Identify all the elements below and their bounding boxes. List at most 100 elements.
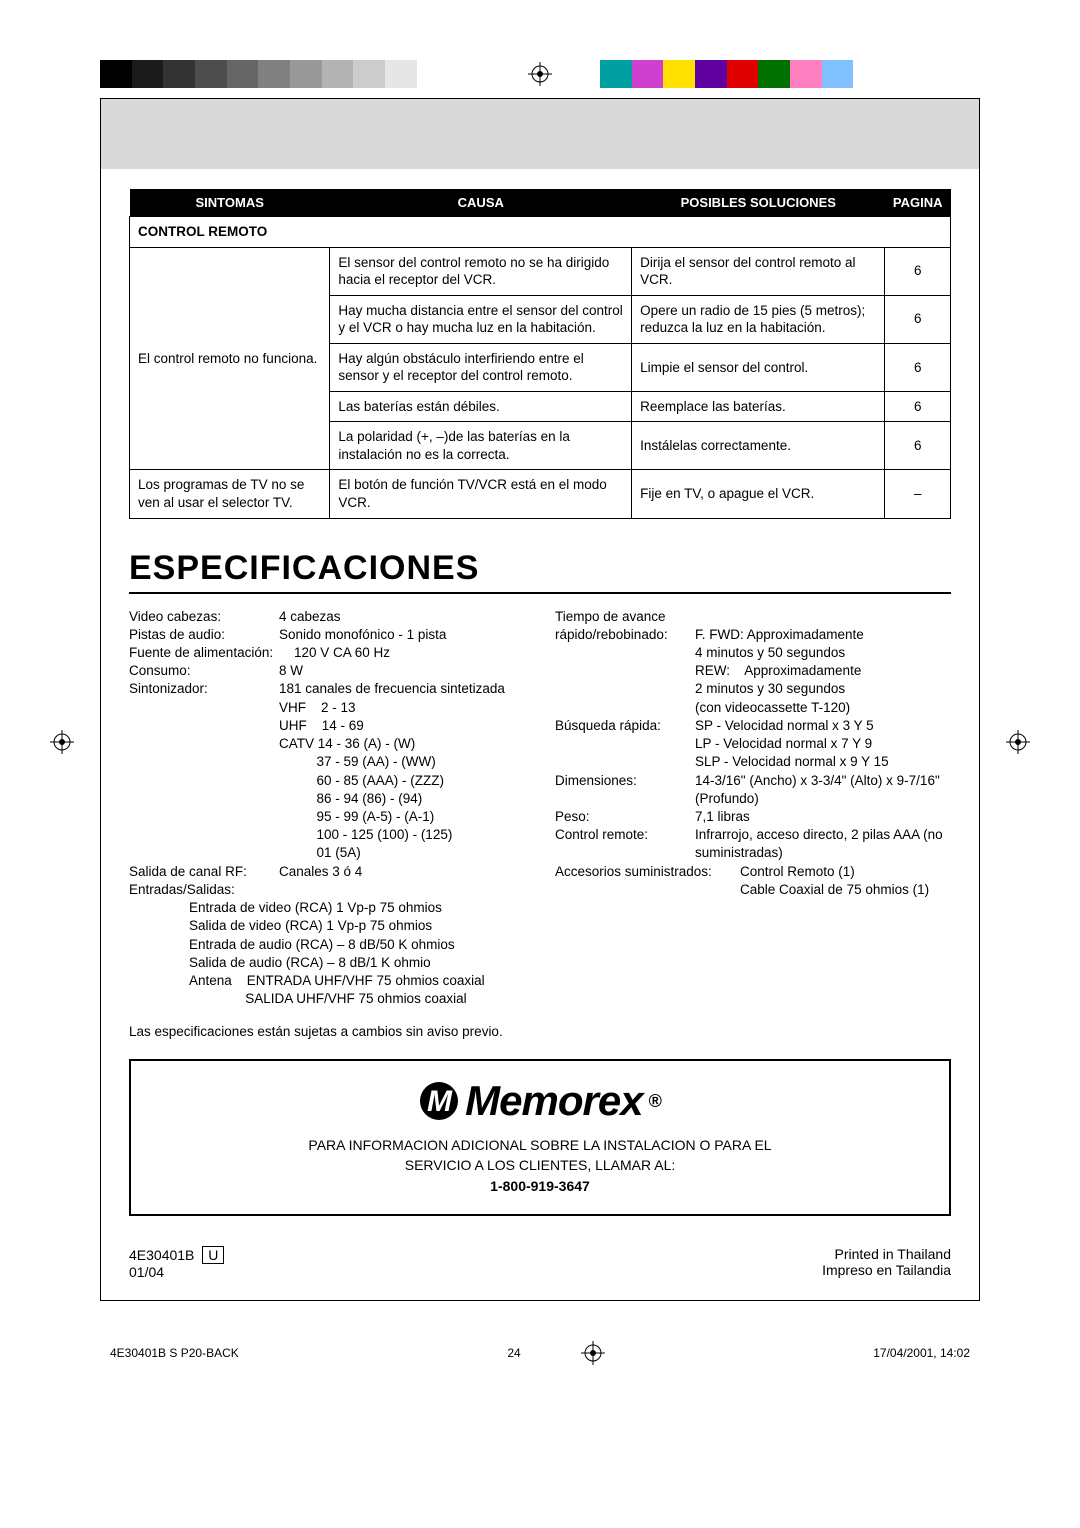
print-footer: 4E30401B S P20-BACK 24 17/04/2001, 14:02 (100, 1341, 980, 1365)
specs-columns: Video cabezas:4 cabezas Pistas de audio:… (129, 608, 951, 1009)
cell-pagina: – (885, 470, 951, 518)
brand-logo: M Memorex ® (419, 1077, 661, 1125)
cell-sintoma: Los programas de TV no se ven al usar el… (130, 470, 330, 518)
spec-line: Salida de audio (RCA) – 8 dB/1 K ohmio (189, 954, 525, 972)
doc-code-letter: U (202, 1246, 224, 1264)
print-footer-left: 4E30401B S P20-BACK (110, 1346, 239, 1360)
cell-solucion: Opere un radio de 15 pies (5 metros); re… (632, 295, 885, 343)
specs-col-right: Tiempo de avance rápido/rebobinado:F. FW… (555, 608, 951, 1009)
doc-footer: 4E30401B U 01/04 Printed in Thailand Imp… (129, 1246, 951, 1280)
spec-line: F. FWD: Approximadamente (695, 626, 951, 644)
registration-mark-right (1006, 730, 1030, 754)
spec-val: 14-3/16" (Ancho) x 3-3/4" (Alto) x 9-7/1… (695, 772, 951, 808)
cell-pagina: 6 (885, 295, 951, 343)
spec-line: 01 (5A) (279, 844, 525, 862)
table-row: Los programas de TV no se ven al usar el… (130, 470, 951, 518)
cell-causa: La polaridad (+, –)de las baterías en la… (330, 422, 632, 470)
registered-icon: ® (649, 1091, 661, 1112)
spec-val: 181 canales de frecuencia sintetizada (279, 680, 525, 698)
spec-val: 4 cabezas (279, 608, 525, 626)
brand-box: M Memorex ® PARA INFORMACION ADICIONAL SO… (129, 1059, 951, 1215)
cell-solucion: Fije en TV, o apague el VCR. (632, 470, 885, 518)
registration-mark-bottom (581, 1341, 605, 1365)
cell-causa: Hay algún obstáculo interfiriendo entre … (330, 343, 632, 391)
cell-causa: Hay mucha distancia entre el sensor del … (330, 295, 632, 343)
page-number: 24 (507, 1346, 520, 1360)
spec-label: Consumo: (129, 662, 279, 680)
spec-line: SLP - Velocidad normal x 9 Y 15 (695, 753, 951, 771)
brand-phone: 1-800-919-3647 (151, 1178, 929, 1194)
spec-line: REW: Approximadamente (695, 662, 951, 680)
cell-causa: El sensor del control remoto no se ha di… (330, 247, 632, 295)
specs-divider (129, 592, 951, 594)
spec-line: 95 - 99 (A-5) - (A-1) (279, 808, 525, 826)
spec-line: Entrada de audio (RCA) – 8 dB/50 K ohmio… (189, 936, 525, 954)
cell-causa: El botón de función TV/VCR está en el mo… (330, 470, 632, 518)
cell-solucion: Limpie el sensor del control. (632, 343, 885, 391)
spec-line: VHF 2 - 13 (279, 699, 525, 717)
brand-name: Memorex (465, 1077, 642, 1125)
brand-info-line: SERVICIO A LOS CLIENTES, LLAMAR AL: (151, 1156, 929, 1176)
spec-line: Control Remoto (1) (740, 863, 951, 881)
color-bars (600, 60, 980, 88)
spec-val: 7,1 libras (695, 808, 951, 826)
cell-solucion: Instálelas correctamente. (632, 422, 885, 470)
th-pagina: PAGINA (885, 189, 951, 217)
accessories-list: Control Remoto (1)Cable Coaxial de 75 oh… (740, 863, 951, 899)
spec-val: Infrarrojo, acceso directo, 2 pilas AAA … (695, 826, 951, 862)
print-footer-right: 17/04/2001, 14:02 (873, 1346, 970, 1360)
spec-label: Fuente de alimentación: (129, 644, 294, 662)
th-sintomas: SINTOMAS (130, 189, 330, 217)
spec-line: Salida de video (RCA) 1 Vp-p 75 ohmios (189, 917, 525, 935)
spec-label: Control remote: (555, 826, 695, 862)
specs-col-left: Video cabezas:4 cabezas Pistas de audio:… (129, 608, 525, 1009)
table-section-header: CONTROL REMOTO (130, 217, 951, 248)
spec-label: Entradas/Salidas: (129, 881, 525, 899)
spec-line: (con videocassette T-120) (695, 699, 951, 717)
spec-line: 2 minutos y 30 segundos (695, 680, 951, 698)
content-frame: SINTOMAS CAUSA POSIBLES SOLUCIONES PAGIN… (100, 98, 980, 1301)
spec-line: SP - Velocidad normal x 3 Y 5 (695, 717, 951, 735)
io-list: Entrada de video (RCA) 1 Vp-p 75 ohmiosS… (189, 899, 525, 1008)
search-speed-list: SP - Velocidad normal x 3 Y 5LP - Veloci… (695, 717, 951, 772)
troubleshooting-table: SINTOMAS CAUSA POSIBLES SOLUCIONES PAGIN… (129, 189, 951, 519)
tuner-channels-list: VHF 2 - 13UHF 14 - 69CATV 14 - 36 (A) - … (279, 699, 525, 863)
doc-date: 01/04 (129, 1264, 224, 1280)
spec-line: Entrada de video (RCA) 1 Vp-p 75 ohmios (189, 899, 525, 917)
specs-heading: ESPECIFICACIONES (129, 549, 951, 588)
spec-label: Salida de canal RF: (129, 863, 279, 881)
th-causa: CAUSA (330, 189, 632, 217)
header-gray-band (101, 99, 979, 169)
specs-footnote: Las especificaciones están sujetas a cam… (129, 1024, 951, 1039)
cell-solucion: Dirija el sensor del control remoto al V… (632, 247, 885, 295)
spec-label: Video cabezas: (129, 608, 279, 626)
registration-mark-top (528, 62, 552, 86)
spec-line: CATV 14 - 36 (A) - (W) (279, 735, 525, 753)
fastforward-rewind-times: F. FWD: Approximadamente4 minutos y 50 s… (695, 626, 951, 717)
spec-line: UHF 14 - 69 (279, 717, 525, 735)
registration-mark-left (50, 730, 74, 754)
cell-sintoma: El control remoto no funciona. (130, 247, 330, 470)
memorex-m-icon: M (419, 1081, 459, 1121)
grayscale-bars (100, 60, 480, 88)
printed-in-en: Printed in Thailand (822, 1246, 951, 1262)
cell-pagina: 6 (885, 391, 951, 422)
spec-val: 8 W (279, 662, 525, 680)
spec-line: 100 - 125 (100) - (125) (279, 826, 525, 844)
spec-label: Sintonizador: (129, 680, 279, 698)
spec-line: 4 minutos y 50 segundos (695, 644, 951, 662)
cell-pagina: 6 (885, 422, 951, 470)
brand-info-line: PARA INFORMACION ADICIONAL SOBRE LA INST… (151, 1136, 929, 1156)
cell-causa: Las baterías están débiles. (330, 391, 632, 422)
cell-solucion: Reemplace las baterías. (632, 391, 885, 422)
th-soluciones: POSIBLES SOLUCIONES (632, 189, 885, 217)
spec-val: Sonido monofónico - 1 pista (279, 626, 525, 644)
spec-line: LP - Velocidad normal x 7 Y 9 (695, 735, 951, 753)
spec-label: Tiempo de avance (555, 608, 951, 626)
doc-code: 4E30401B (129, 1247, 194, 1263)
spec-line: Cable Coaxial de 75 ohmios (1) (740, 881, 951, 899)
spec-line: SALIDA UHF/VHF 75 ohmios coaxial (189, 990, 525, 1008)
spec-line: 60 - 85 (AAA) - (ZZZ) (279, 772, 525, 790)
spec-label: Dimensiones: (555, 772, 695, 808)
spec-label: Accesorios suministrados: (555, 863, 740, 899)
